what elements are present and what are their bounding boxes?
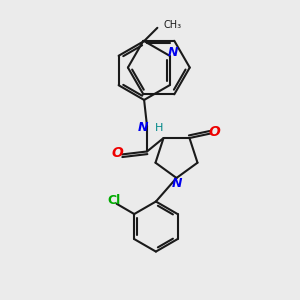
Text: N: N xyxy=(171,177,182,190)
Text: O: O xyxy=(112,146,124,160)
Text: N: N xyxy=(138,122,148,134)
Text: Cl: Cl xyxy=(108,194,121,207)
Text: H: H xyxy=(154,123,163,133)
Text: CH₃: CH₃ xyxy=(163,20,182,30)
Text: N: N xyxy=(168,46,178,59)
Text: O: O xyxy=(208,125,220,139)
